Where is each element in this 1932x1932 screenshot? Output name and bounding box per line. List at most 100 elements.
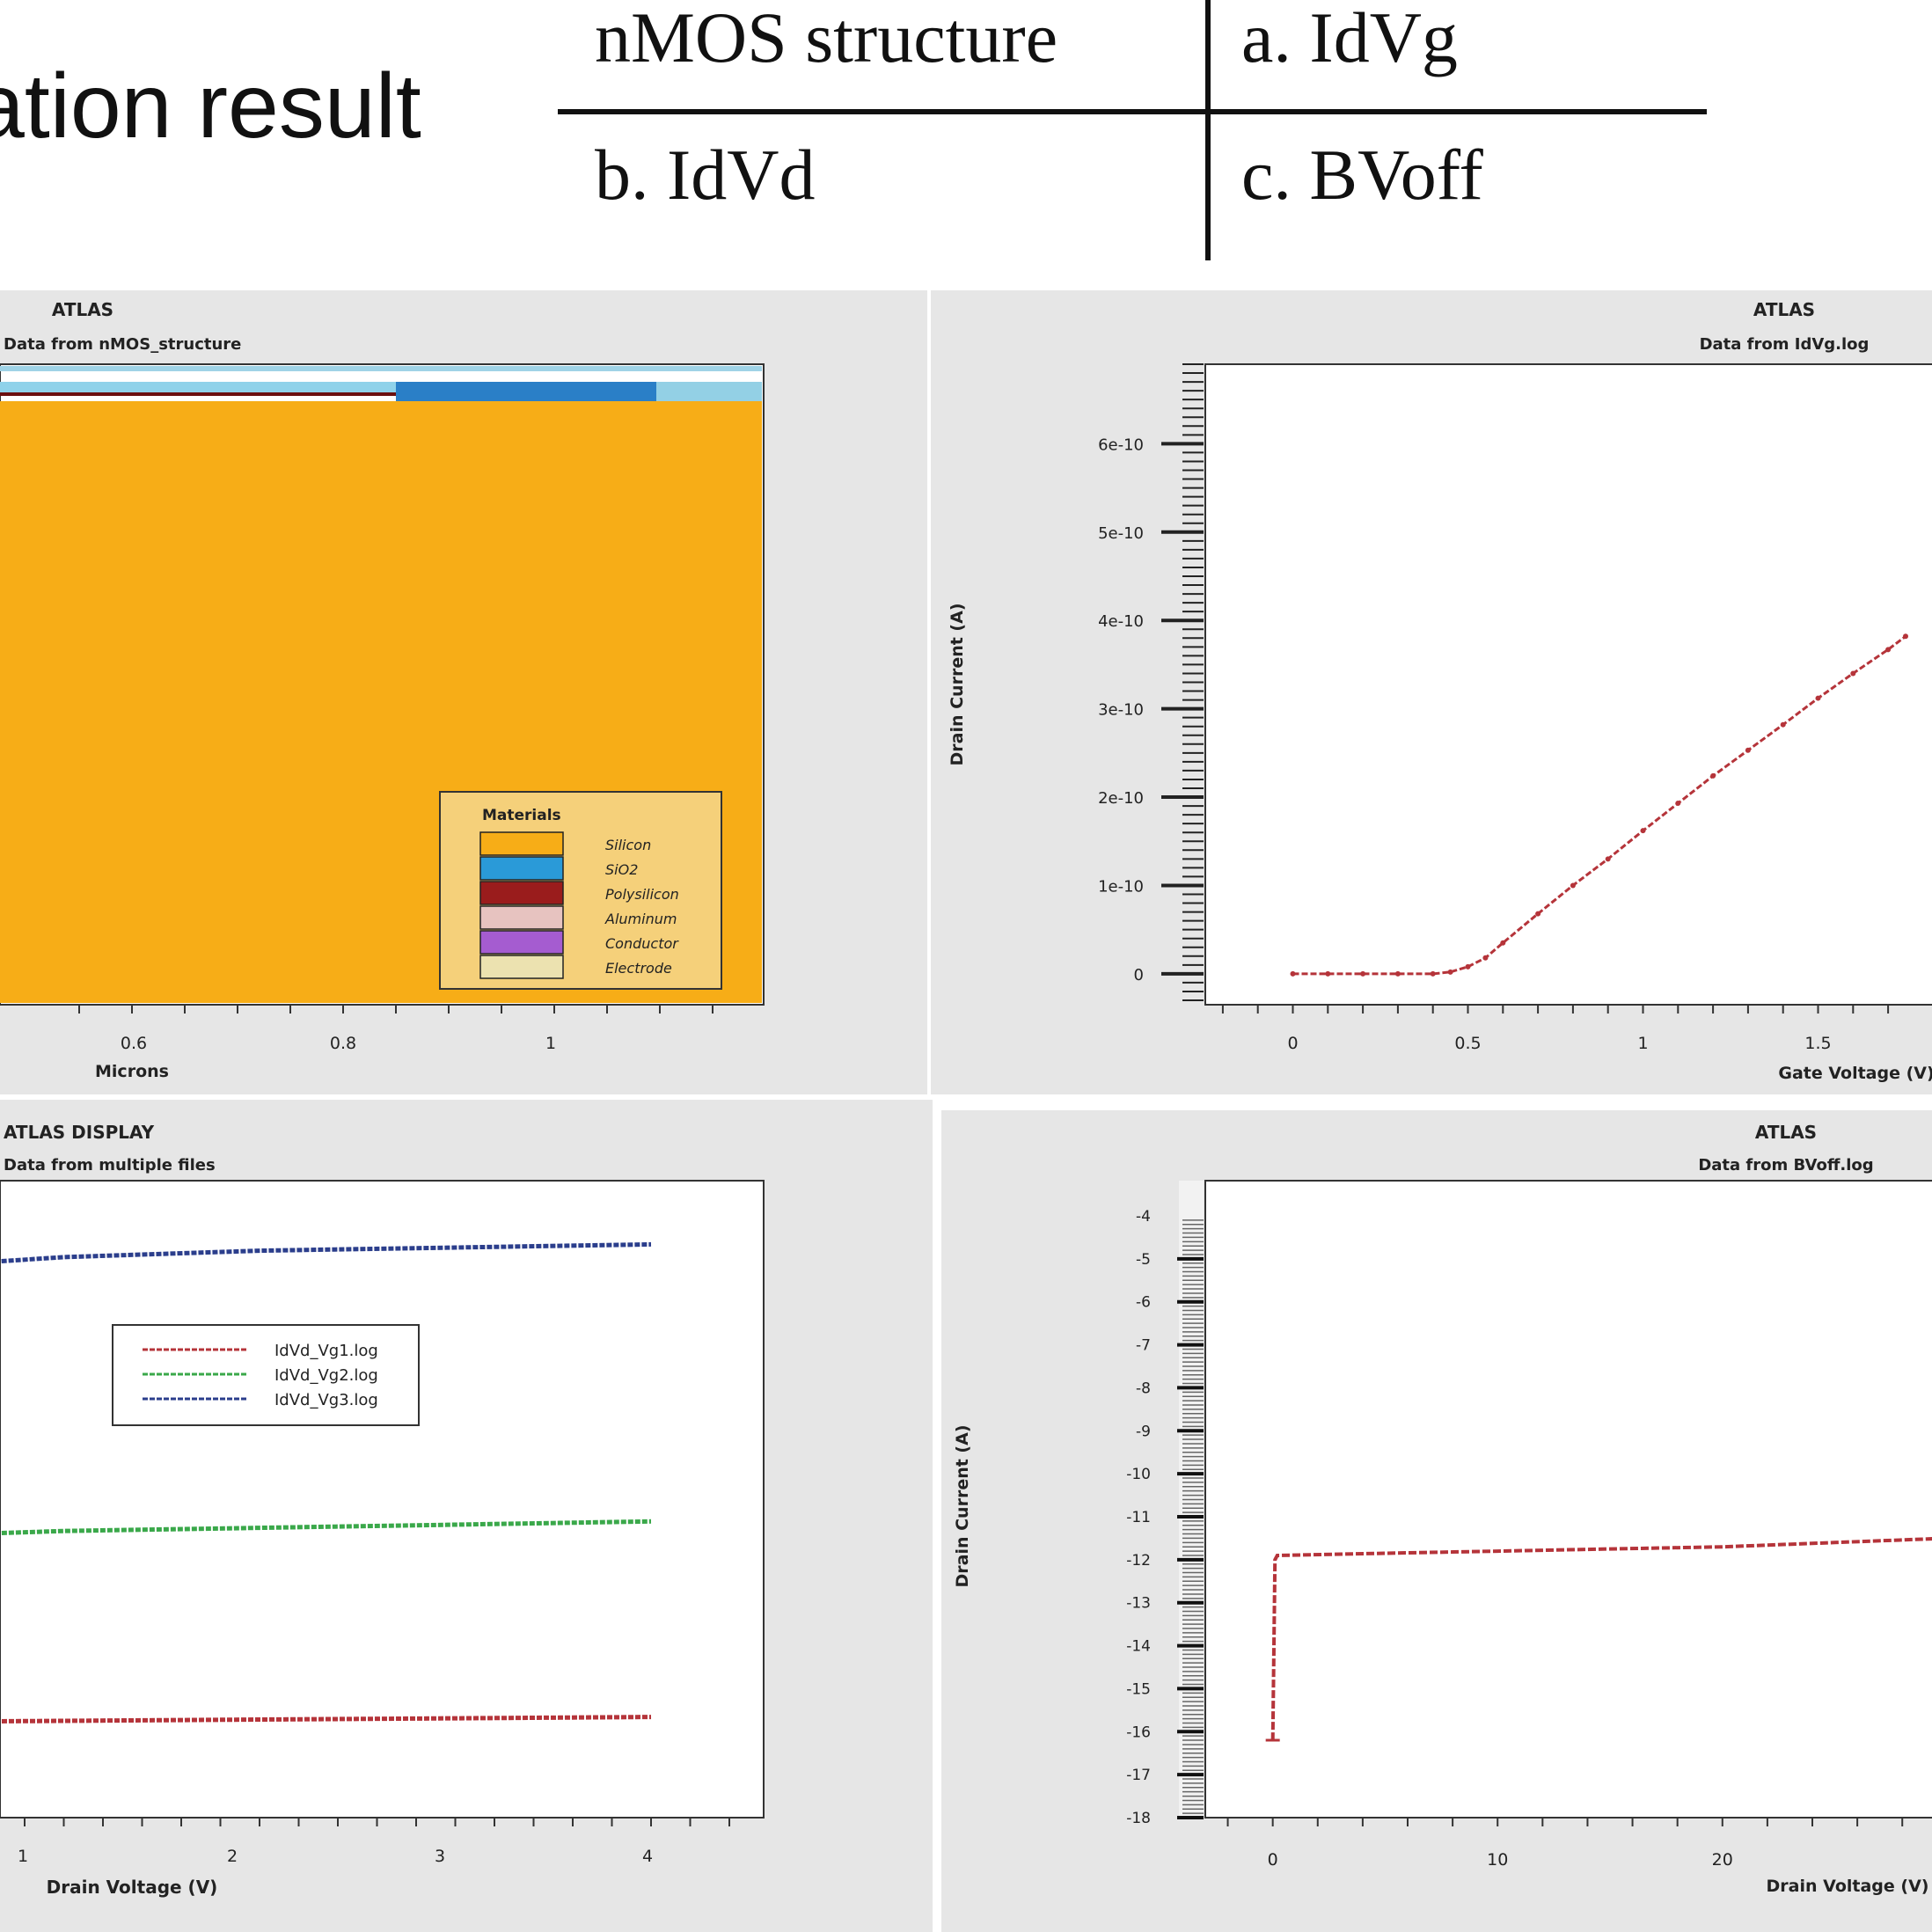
- idvg-point: [1885, 647, 1892, 653]
- x-tick-label: 3: [435, 1847, 445, 1866]
- legend-label: SiO2: [605, 861, 638, 878]
- x-tick-label: 2: [227, 1847, 238, 1866]
- y-tick-label: 2e-10: [1098, 789, 1144, 808]
- label-bvoff: c. BVoff: [1241, 135, 1483, 215]
- x-tick-label: 1: [18, 1847, 28, 1866]
- bvoff-curve: [1270, 1537, 1932, 1741]
- idvg-point: [1360, 970, 1366, 977]
- idvd-x-axis: 1 2 3 4: [18, 1818, 730, 1866]
- y-tick-label: 1e-10: [1098, 877, 1144, 896]
- y-tick-label: -8: [1136, 1379, 1151, 1397]
- legend-label: IdVd_Vg3.log: [274, 1391, 378, 1409]
- idvg-point: [1850, 670, 1856, 677]
- x-tick-label: 0: [1287, 1034, 1298, 1053]
- materials-legend-title: Materials: [482, 807, 561, 824]
- y-tick-label: -6: [1136, 1294, 1151, 1312]
- y-tick-label: -18: [1126, 1810, 1151, 1827]
- x-tick-label: 10: [1487, 1850, 1508, 1870]
- idvg-x-label: Gate Voltage (V): [1778, 1064, 1932, 1083]
- label-idvg: a. IdVg: [1241, 0, 1458, 77]
- legend-label: Polysilicon: [605, 886, 679, 903]
- legend-label: Conductor: [605, 935, 679, 952]
- gate-oxide-layer: [396, 382, 656, 401]
- table-divider-vertical: [1205, 0, 1211, 260]
- y-tick-label: -12: [1126, 1552, 1151, 1570]
- x-tick-label: 1: [1637, 1034, 1648, 1053]
- x-tick-label: 0.8: [330, 1034, 356, 1053]
- idvd-curve: [0, 1519, 652, 1536]
- y-tick-label: 3e-10: [1098, 701, 1144, 720]
- y-tick-label: -15: [1126, 1680, 1151, 1698]
- y-tick-label: 4e-10: [1098, 612, 1144, 631]
- idvg-point: [1325, 970, 1331, 977]
- idvg-point: [1675, 801, 1681, 807]
- idvg-point: [1394, 970, 1401, 977]
- x-tick-label: 0.6: [121, 1034, 147, 1053]
- idvg-point: [1430, 970, 1436, 977]
- idvg-point: [1745, 747, 1751, 753]
- y-tick-label: -14: [1126, 1638, 1151, 1656]
- bvoff-panel: ATLAS Data from BVoff.log -4 -5 -6 -7 -8 -9 -1…: [941, 1110, 1932, 1932]
- legend-swatch: [479, 831, 564, 856]
- legend-label: Aluminum: [604, 911, 677, 927]
- structure-panel: ATLAS Data from nMOS_structure Materials…: [0, 290, 927, 1094]
- y-tick-label: -9: [1136, 1423, 1151, 1440]
- idvg-subtitle: Data from IdVg.log: [1700, 335, 1870, 354]
- idvg-y-label: Drain Current (A): [948, 603, 967, 765]
- structure-x-label: Microns: [95, 1062, 169, 1081]
- idvg-point: [1780, 721, 1786, 728]
- structure-plot: ATLAS Data from nMOS_structure Materials…: [0, 299, 765, 1081]
- legend-swatch: [479, 881, 564, 905]
- idvg-point: [1903, 633, 1908, 640]
- y-tick-label: -16: [1126, 1723, 1151, 1741]
- y-tick-label: -11: [1126, 1509, 1151, 1526]
- legend-label: Silicon: [605, 837, 651, 853]
- slide-title: ation result: [0, 55, 421, 157]
- idvg-point: [1815, 695, 1821, 701]
- idvg-axes: 0 1e-10 2e-10 3e-10 4e-10 5e-10 6e-10 0 0.5 1 1.5: [1098, 363, 1890, 1053]
- poly-strip: [0, 392, 396, 396]
- idvg-point: [1570, 882, 1576, 889]
- y-tick-label: -5: [1136, 1251, 1151, 1269]
- x-tick-label: 1: [545, 1034, 556, 1053]
- idvd-curve: [0, 1241, 652, 1264]
- structure-top-layer: [0, 366, 762, 371]
- y-tick-label: -13: [1126, 1595, 1151, 1613]
- x-tick-label: 1.5: [1804, 1034, 1831, 1053]
- x-tick-label: 0.5: [1454, 1034, 1481, 1053]
- bvoff-y-label: Drain Current (A): [953, 1424, 972, 1587]
- label-structure: nMOS structure: [595, 0, 1058, 77]
- idvg-point: [1710, 772, 1716, 779]
- x-tick-label: 0: [1268, 1850, 1278, 1870]
- idvg-point: [1500, 940, 1506, 946]
- idvg-header: ATLAS: [1753, 299, 1815, 320]
- idvg-plot-frame: [1204, 363, 1932, 1006]
- idvg-point: [1290, 970, 1296, 977]
- y-tick-label: -17: [1126, 1767, 1151, 1784]
- idvg-point: [1605, 856, 1611, 862]
- figure-label-table: nMOS structure a. IdVg b. IdVd c. BVoff: [558, 0, 1707, 260]
- bvoff-plot-frame: [1204, 1180, 1932, 1819]
- legend-swatch: [479, 930, 564, 955]
- idvd-plot-frame: [0, 1180, 765, 1819]
- x-tick-label: 4: [642, 1847, 653, 1866]
- bvoff-subtitle: Data from BVoff.log: [1698, 1156, 1873, 1175]
- idvd-curve: [0, 1715, 652, 1723]
- idvd-legend-items: IdVd_Vg1.log IdVd_Vg2.log IdVd_Vg3.log: [143, 1342, 378, 1409]
- idvd-subtitle: Data from multiple files: [4, 1156, 216, 1175]
- legend-label: IdVd_Vg2.log: [274, 1366, 378, 1385]
- idvd-panel: ATLAS DISPLAY Data from multiple files I…: [0, 1100, 933, 1932]
- bvoff-x-label: Drain Voltage (V): [1767, 1877, 1929, 1896]
- oxide-left-layer: [0, 382, 396, 392]
- y-tick-label: 0: [1134, 966, 1144, 984]
- idvg-point: [1465, 963, 1471, 970]
- idvd-plot: ATLAS DISPLAY Data from multiple files I…: [0, 1122, 765, 1898]
- bvoff-axes: -4 -5 -6 -7 -8 -9 -10 -11 -12 -13 -14 -15 -16 -17 -18 0…: [1126, 1181, 1904, 1870]
- idvd-x-label: Drain Voltage (V): [47, 1877, 218, 1898]
- bvoff-header: ATLAS: [1755, 1122, 1817, 1143]
- y-tick-label: -4: [1136, 1208, 1151, 1226]
- idvg-point: [1447, 969, 1453, 975]
- legend-swatch: [479, 905, 564, 930]
- idvg-point: [1640, 828, 1646, 834]
- structure-subtitle: Data from nMOS_structure: [4, 335, 241, 354]
